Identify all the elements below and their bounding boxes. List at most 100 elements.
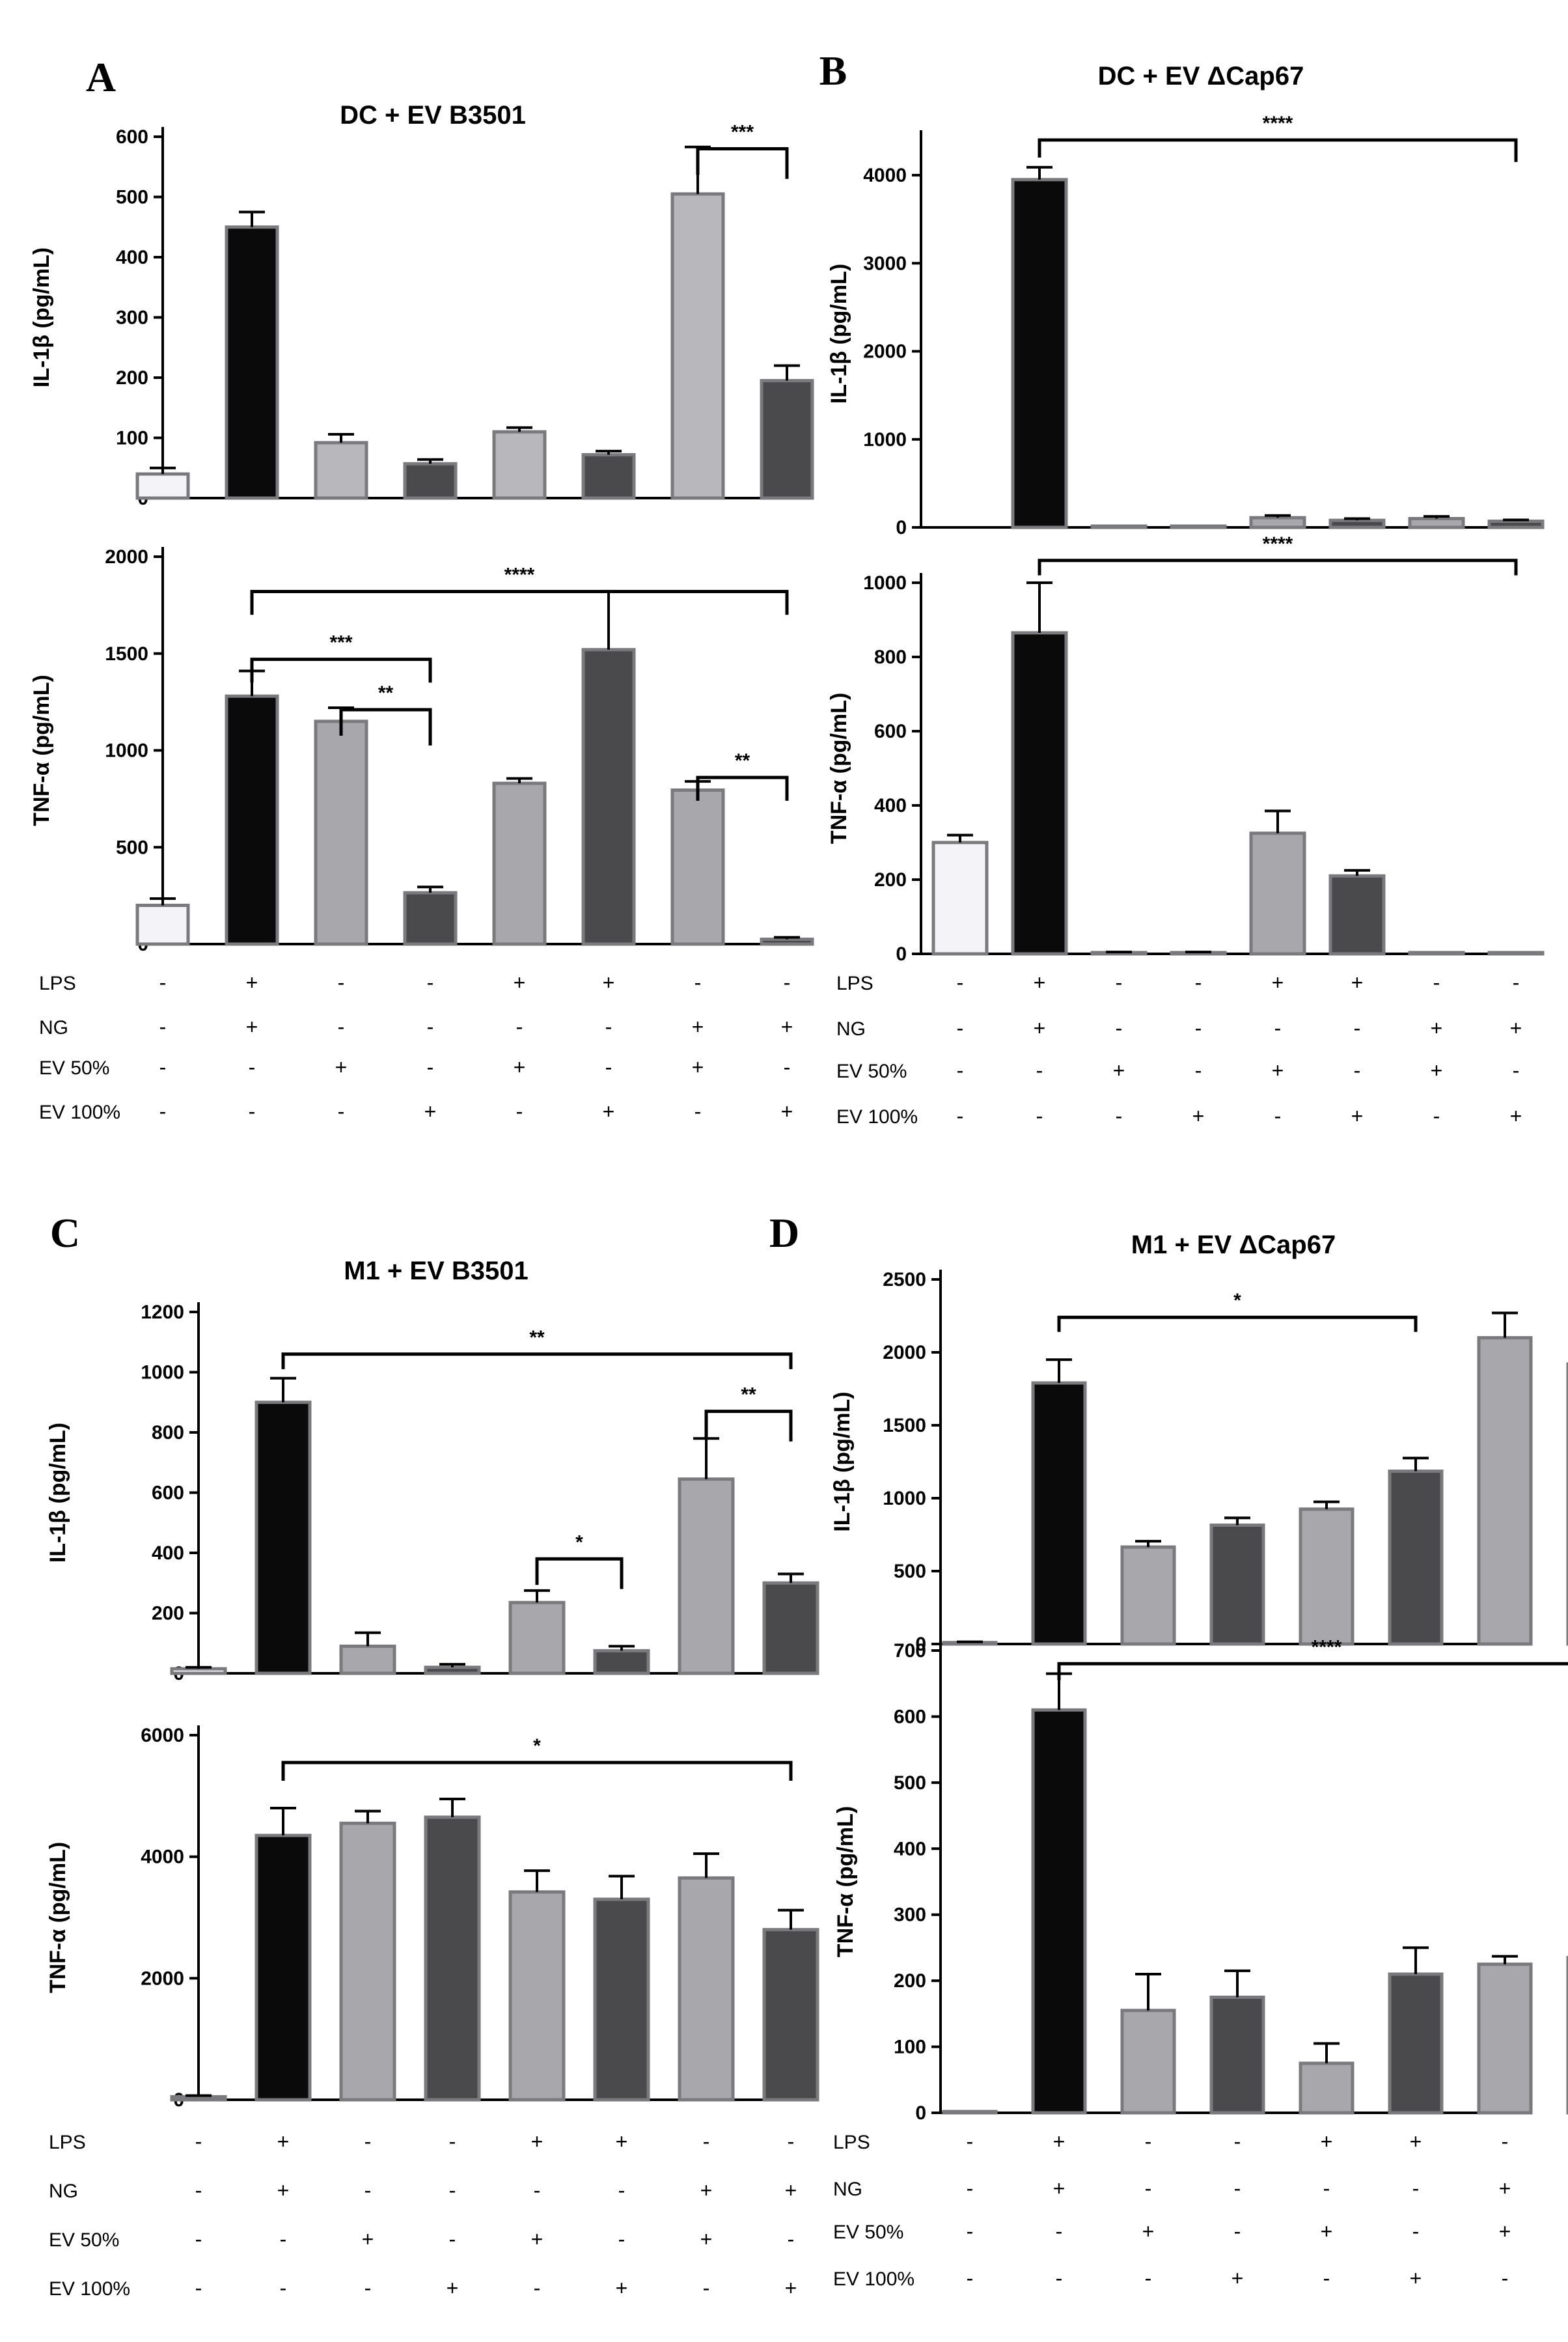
y-tick-label: 2000 bbox=[883, 1342, 926, 1363]
condition-sign: - bbox=[1116, 1016, 1123, 1040]
y-tick-label: 1500 bbox=[105, 643, 148, 665]
y-axis-label: IL-1β (pg/mL) bbox=[827, 264, 851, 404]
bar bbox=[424, 1666, 481, 1675]
bar bbox=[403, 462, 458, 500]
significance-label: ** bbox=[378, 682, 394, 704]
condition-sign: - bbox=[1502, 2130, 1509, 2153]
condition-row-label: NG bbox=[39, 1017, 68, 1039]
y-tick-label: 0 bbox=[896, 943, 907, 965]
condition-sign: + bbox=[424, 1100, 437, 1123]
condition-sign: - bbox=[1036, 1104, 1043, 1128]
condition-sign: - bbox=[1274, 1104, 1282, 1128]
condition-sign: + bbox=[1053, 2130, 1066, 2153]
bar bbox=[254, 1401, 312, 1675]
condition-sign: - bbox=[788, 2227, 795, 2251]
condition-sign: - bbox=[364, 2276, 372, 2300]
y-tick-label: 300 bbox=[116, 307, 148, 329]
condition-sign: - bbox=[1513, 971, 1520, 994]
condition-sign: - bbox=[516, 1100, 523, 1123]
condition-sign: - bbox=[1234, 2130, 1241, 2153]
condition-sign: - bbox=[1323, 2266, 1330, 2290]
condition-sign: + bbox=[1231, 2266, 1244, 2290]
condition-sign: - bbox=[1056, 2220, 1063, 2243]
bar bbox=[1031, 1708, 1087, 2115]
condition-sign: + bbox=[692, 1015, 704, 1039]
condition-sign: + bbox=[1499, 2220, 1511, 2243]
y-tick-label: 400 bbox=[894, 1838, 926, 1860]
condition-sign: - bbox=[967, 2266, 974, 2290]
significance-bracket bbox=[250, 590, 789, 615]
condition-sign: + bbox=[1053, 2177, 1066, 2200]
condition-sign: - bbox=[957, 971, 964, 994]
condition-row-label: EV 100% bbox=[833, 2268, 915, 2290]
condition-sign: - bbox=[695, 971, 702, 994]
bar bbox=[492, 781, 547, 946]
y-tick-label: 1000 bbox=[883, 1488, 926, 1509]
tnfa-chart: 0 100 200 300 400 500 600 700 TNF-α (pg/mL) **** bbox=[833, 1636, 1568, 2124]
condition-sign: - bbox=[516, 1015, 523, 1039]
condition-sign: + bbox=[531, 2130, 543, 2153]
significance-bracket bbox=[1038, 138, 1518, 162]
condition-sign: - bbox=[338, 971, 345, 994]
panel-letter: D bbox=[769, 1210, 799, 1256]
bar bbox=[1477, 1962, 1533, 2115]
condition-sign: + bbox=[1510, 1104, 1522, 1128]
y-tick-label: 2000 bbox=[863, 341, 907, 363]
condition-sign: - bbox=[338, 1100, 345, 1123]
y-tick-label: 200 bbox=[116, 367, 148, 389]
condition-sign: - bbox=[1354, 1016, 1361, 1040]
y-tick-label: 500 bbox=[116, 837, 148, 858]
condition-sign: - bbox=[1195, 971, 1202, 994]
condition-sign: - bbox=[957, 1104, 964, 1128]
significance-bracket bbox=[1057, 1315, 1418, 1332]
bar bbox=[581, 648, 636, 946]
condition-sign: - bbox=[534, 2276, 541, 2300]
condition-sign: - bbox=[195, 2179, 202, 2202]
panel-title: M1 + EV B3501 bbox=[344, 1257, 529, 1285]
bar bbox=[135, 904, 190, 946]
condition-table: LPS - + - - + + - - NG - + - - - - + + EV 50% - - + - + - + - EV 10… bbox=[833, 2130, 1511, 2290]
y-tick-label: 800 bbox=[152, 1422, 184, 1443]
bar bbox=[678, 1876, 735, 2102]
bar bbox=[942, 2110, 998, 2115]
bar bbox=[1328, 874, 1386, 956]
condition-sign: - bbox=[159, 1055, 167, 1079]
condition-row-label: LPS bbox=[833, 2132, 870, 2153]
bar bbox=[1249, 516, 1306, 529]
condition-sign: + bbox=[1499, 2177, 1511, 2200]
bar bbox=[424, 1815, 481, 2102]
condition-sign: - bbox=[1433, 971, 1440, 994]
bar bbox=[931, 841, 989, 956]
bar bbox=[1388, 1972, 1444, 2115]
significance-label: **** bbox=[504, 565, 535, 586]
condition-row-label: EV 50% bbox=[836, 1061, 907, 1082]
condition-row-label: LPS bbox=[39, 973, 76, 994]
significance-label: ** bbox=[741, 1384, 756, 1406]
bar bbox=[225, 694, 279, 946]
condition-sign: + bbox=[1410, 2266, 1422, 2290]
tnfa-chart: 0200040006000TNF-α (pg/mL)* bbox=[46, 1725, 819, 2111]
panel-title: DC + EV ΔCap67 bbox=[1098, 62, 1304, 91]
panel-d: D M1 + EV ΔCap6705001000150020002500IL-1β… bbox=[769, 1210, 1568, 2290]
condition-sign: + bbox=[1272, 971, 1284, 994]
bar bbox=[1408, 516, 1465, 529]
condition-sign: + bbox=[1192, 1104, 1205, 1128]
bar bbox=[593, 1649, 650, 1675]
condition-sign: - bbox=[195, 2227, 202, 2251]
condition-row-label: EV 100% bbox=[49, 2278, 130, 2300]
condition-sign: - bbox=[1433, 1104, 1440, 1128]
condition-sign: - bbox=[957, 1016, 964, 1040]
condition-sign: - bbox=[1195, 1059, 1202, 1082]
bar bbox=[593, 1897, 650, 2102]
condition-sign: - bbox=[1036, 1059, 1043, 1082]
condition-sign: - bbox=[280, 2227, 287, 2251]
panel-a: ADC + EV B35010100200300400500600IL-1β (… bbox=[29, 54, 814, 1123]
bar bbox=[581, 453, 636, 500]
condition-sign: - bbox=[249, 1100, 256, 1123]
bar bbox=[508, 1600, 566, 1675]
condition-sign: + bbox=[616, 2276, 628, 2300]
condition-sign: + bbox=[1142, 2220, 1155, 2243]
condition-sign: + bbox=[781, 1015, 793, 1039]
condition-sign: - bbox=[784, 971, 791, 994]
condition-row-label: NG bbox=[49, 2181, 78, 2202]
